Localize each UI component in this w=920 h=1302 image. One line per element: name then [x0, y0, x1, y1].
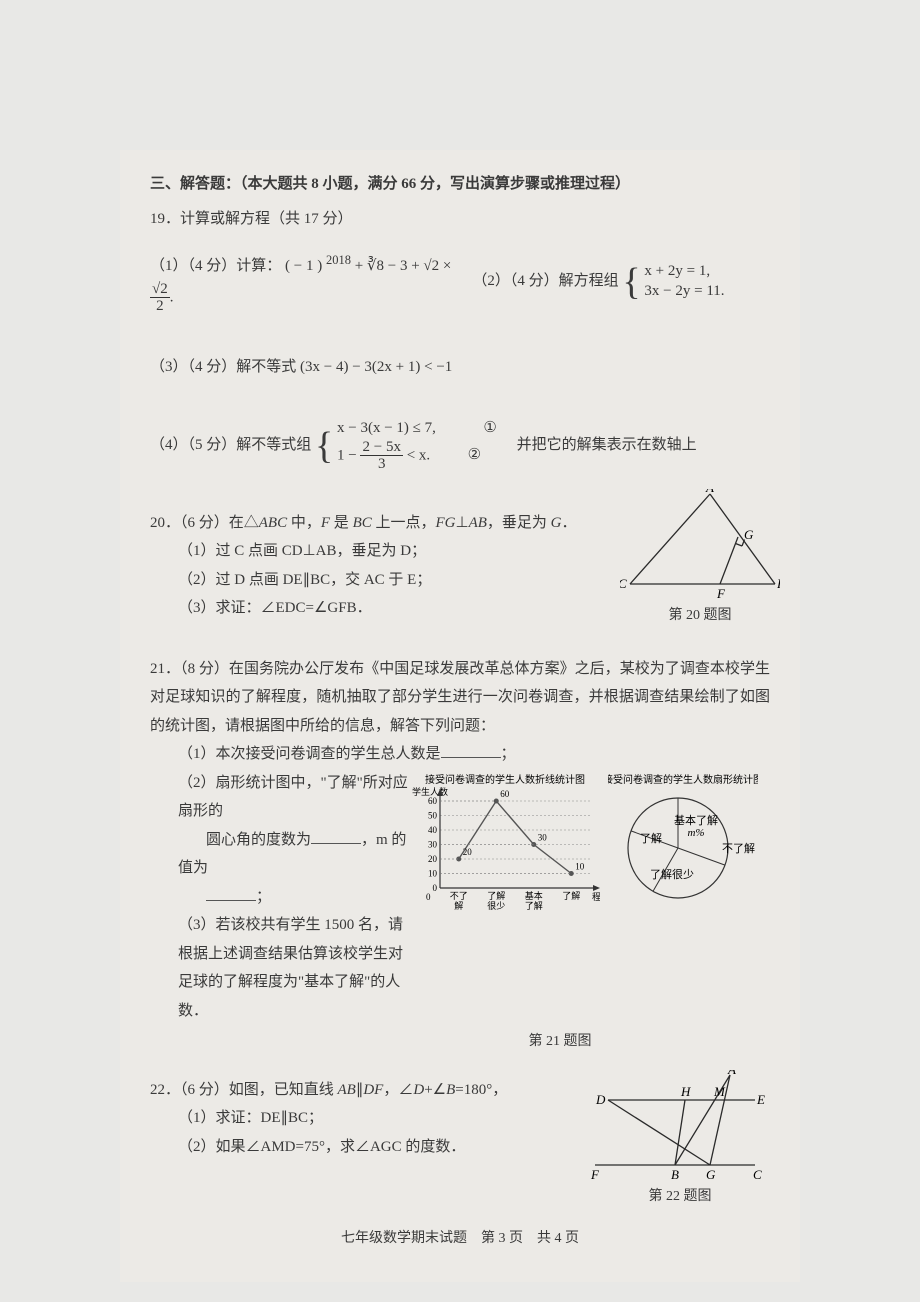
svg-text:了解: 了解 [563, 890, 581, 901]
svg-text:E: E [756, 1092, 765, 1107]
q19-p2-line2: 3x − 2y = 11. [644, 282, 724, 302]
svg-text:H: H [680, 1084, 691, 1099]
svg-text:0: 0 [433, 883, 438, 893]
q19-p4-line1: x − 3(x − 1) ≤ 7, [337, 420, 436, 436]
q22-figcap: 第 22 题图 [590, 1184, 770, 1211]
svg-text:F: F [590, 1167, 600, 1180]
q19-part4: （4）（5 分）解不等式组 { x − 3(x − 1) ≤ 7, ① 1 − … [150, 419, 770, 473]
svg-text:解: 解 [455, 900, 464, 911]
q21-line-chart: 接受问卷调查的学生人数折线统计图学生人数010203040506020不了解60… [410, 773, 600, 1026]
svg-text:了解很少: 了解很少 [650, 867, 694, 881]
q21-p2: （2）扇形统计图中，"了解"所对应扇形的 圆心角的度数为，m 的值为 ； [150, 769, 410, 912]
q21-p1-text: （1）本次接受问卷调查的学生总人数是 [178, 746, 441, 762]
q19-part2: （2）（4 分）解方程组 { x + 2y = 1, 3x − 2y = 11. [472, 262, 770, 301]
svg-text:C: C [620, 576, 627, 591]
svg-text:G: G [706, 1167, 716, 1180]
q19-p4-tail: 并把它的解集表示在数轴上 [517, 437, 697, 453]
svg-text:m%: m% [688, 827, 705, 839]
q19-p2-label: （2）（4 分）解方程组 [472, 273, 618, 289]
svg-text:了解: 了解 [640, 831, 662, 845]
svg-text:60: 60 [428, 796, 438, 806]
svg-text:C: C [753, 1167, 762, 1180]
svg-text:F: F [716, 586, 726, 599]
svg-text:基本: 基本 [525, 890, 543, 901]
svg-text:程度: 程度 [592, 891, 600, 902]
q19-p4-l2-rhs: < x. [407, 447, 430, 463]
q20: 20．（6 分）在△ABC 中，F 是 BC 上一点，FG⊥AB，垂足为 G． … [150, 509, 770, 629]
svg-text:接受问卷调查的学生人数扇形统计图: 接受问卷调查的学生人数扇形统计图 [608, 773, 758, 786]
svg-text:30: 30 [428, 839, 438, 849]
q21-p2b: 圆心角的度数为 [178, 832, 311, 848]
q19-part1: （1）（4 分）计算： ( − 1 ) 2018 + ∛8 − 3 + √2 ×… [150, 249, 472, 315]
q19-p4-circ1: ① [483, 419, 496, 439]
svg-text:B: B [777, 576, 780, 591]
q19-p4-fracd: 3 [360, 456, 402, 473]
q21-p3: （3）若该校共有学生 1500 名，请根据上述调查结果估算该校学生对足球的了解程… [150, 911, 410, 1025]
svg-text:B: B [671, 1167, 679, 1180]
svg-text:基本了解: 基本了解 [674, 813, 718, 827]
q20-figure: A B C F G 第 20 题图 [620, 489, 780, 630]
q19-part3: （3）（4 分）解不等式 (3x − 4) − 3(2x + 1) < −1 [150, 353, 770, 382]
q21-pie-chart: 接受问卷调查的学生人数扇形统计图基本了解m% 不了解 了解了解很少 [608, 773, 758, 1026]
svg-text:了解: 了解 [488, 890, 506, 901]
svg-text:了解: 了解 [525, 900, 543, 911]
q21-figcap: 第 21 题图 [350, 1029, 770, 1056]
svg-text:20: 20 [428, 854, 438, 864]
q19-p4-l2-lhs: 1 − [337, 447, 357, 463]
svg-text:10: 10 [576, 861, 586, 871]
q19-p1-label: （1）（4 分）计算： [150, 258, 281, 274]
svg-text:接受问卷调查的学生人数折线统计图: 接受问卷调查的学生人数折线统计图 [425, 773, 585, 786]
svg-text:60: 60 [501, 789, 511, 799]
svg-text:很少: 很少 [488, 900, 506, 911]
q19-p2-line1: x + 2y = 1, [644, 262, 724, 282]
q21: 21．（8 分）在国务院办公厅发布《中国足球发展改革总体方案》之后，某校为了调查… [150, 655, 770, 1056]
q19: 19．计算或解方程（共 17 分） （1）（4 分）计算： ( − 1 ) 20… [150, 205, 770, 473]
svg-text:10: 10 [428, 868, 438, 878]
q20-figcap: 第 20 题图 [620, 603, 780, 630]
q19-stem: 19．计算或解方程（共 17 分） [150, 205, 770, 234]
section-header: 三、解答题：（本大题共 8 小题，满分 66 分，写出演算步骤或推理过程） [150, 170, 770, 199]
q22: 22．（6 分）如图，已知直线 AB∥DF，∠D+∠B=180°， （1）求证：… [150, 1076, 770, 1196]
q21-stem: 21．（8 分）在国务院办公厅发布《中国足球发展改革总体方案》之后，某校为了调查… [150, 655, 770, 741]
svg-text:G: G [744, 527, 754, 542]
q19-p4-label: （4）（5 分）解不等式组 [150, 437, 311, 453]
svg-text:0: 0 [426, 892, 431, 902]
q19-p4-circ2: ② [468, 446, 481, 466]
svg-text:A: A [727, 1070, 736, 1077]
q22-figure: D H M E A F B G C 第 22 题图 [590, 1070, 770, 1211]
svg-text:20: 20 [463, 847, 473, 857]
q21-p2a: （2）扇形统计图中，"了解"所对应扇形的 [178, 775, 408, 820]
svg-text:不了解: 不了解 [722, 841, 755, 855]
svg-text:40: 40 [428, 825, 438, 835]
q21-p1-tail: ； [501, 746, 516, 762]
svg-text:M: M [713, 1084, 726, 1099]
svg-text:30: 30 [538, 832, 548, 842]
svg-text:A: A [705, 489, 714, 495]
svg-text:50: 50 [428, 810, 438, 820]
q21-p2-tail: ； [256, 889, 271, 905]
svg-text:不了: 不了 [450, 891, 468, 901]
q19-p4-fracn: 2 − 5x [360, 439, 402, 457]
svg-text:D: D [595, 1092, 606, 1107]
page-footer: 七年级数学期末试题 第 3 页 共 4 页 [150, 1226, 770, 1253]
q21-p1: （1）本次接受问卷调查的学生总人数是 ； [150, 740, 770, 769]
